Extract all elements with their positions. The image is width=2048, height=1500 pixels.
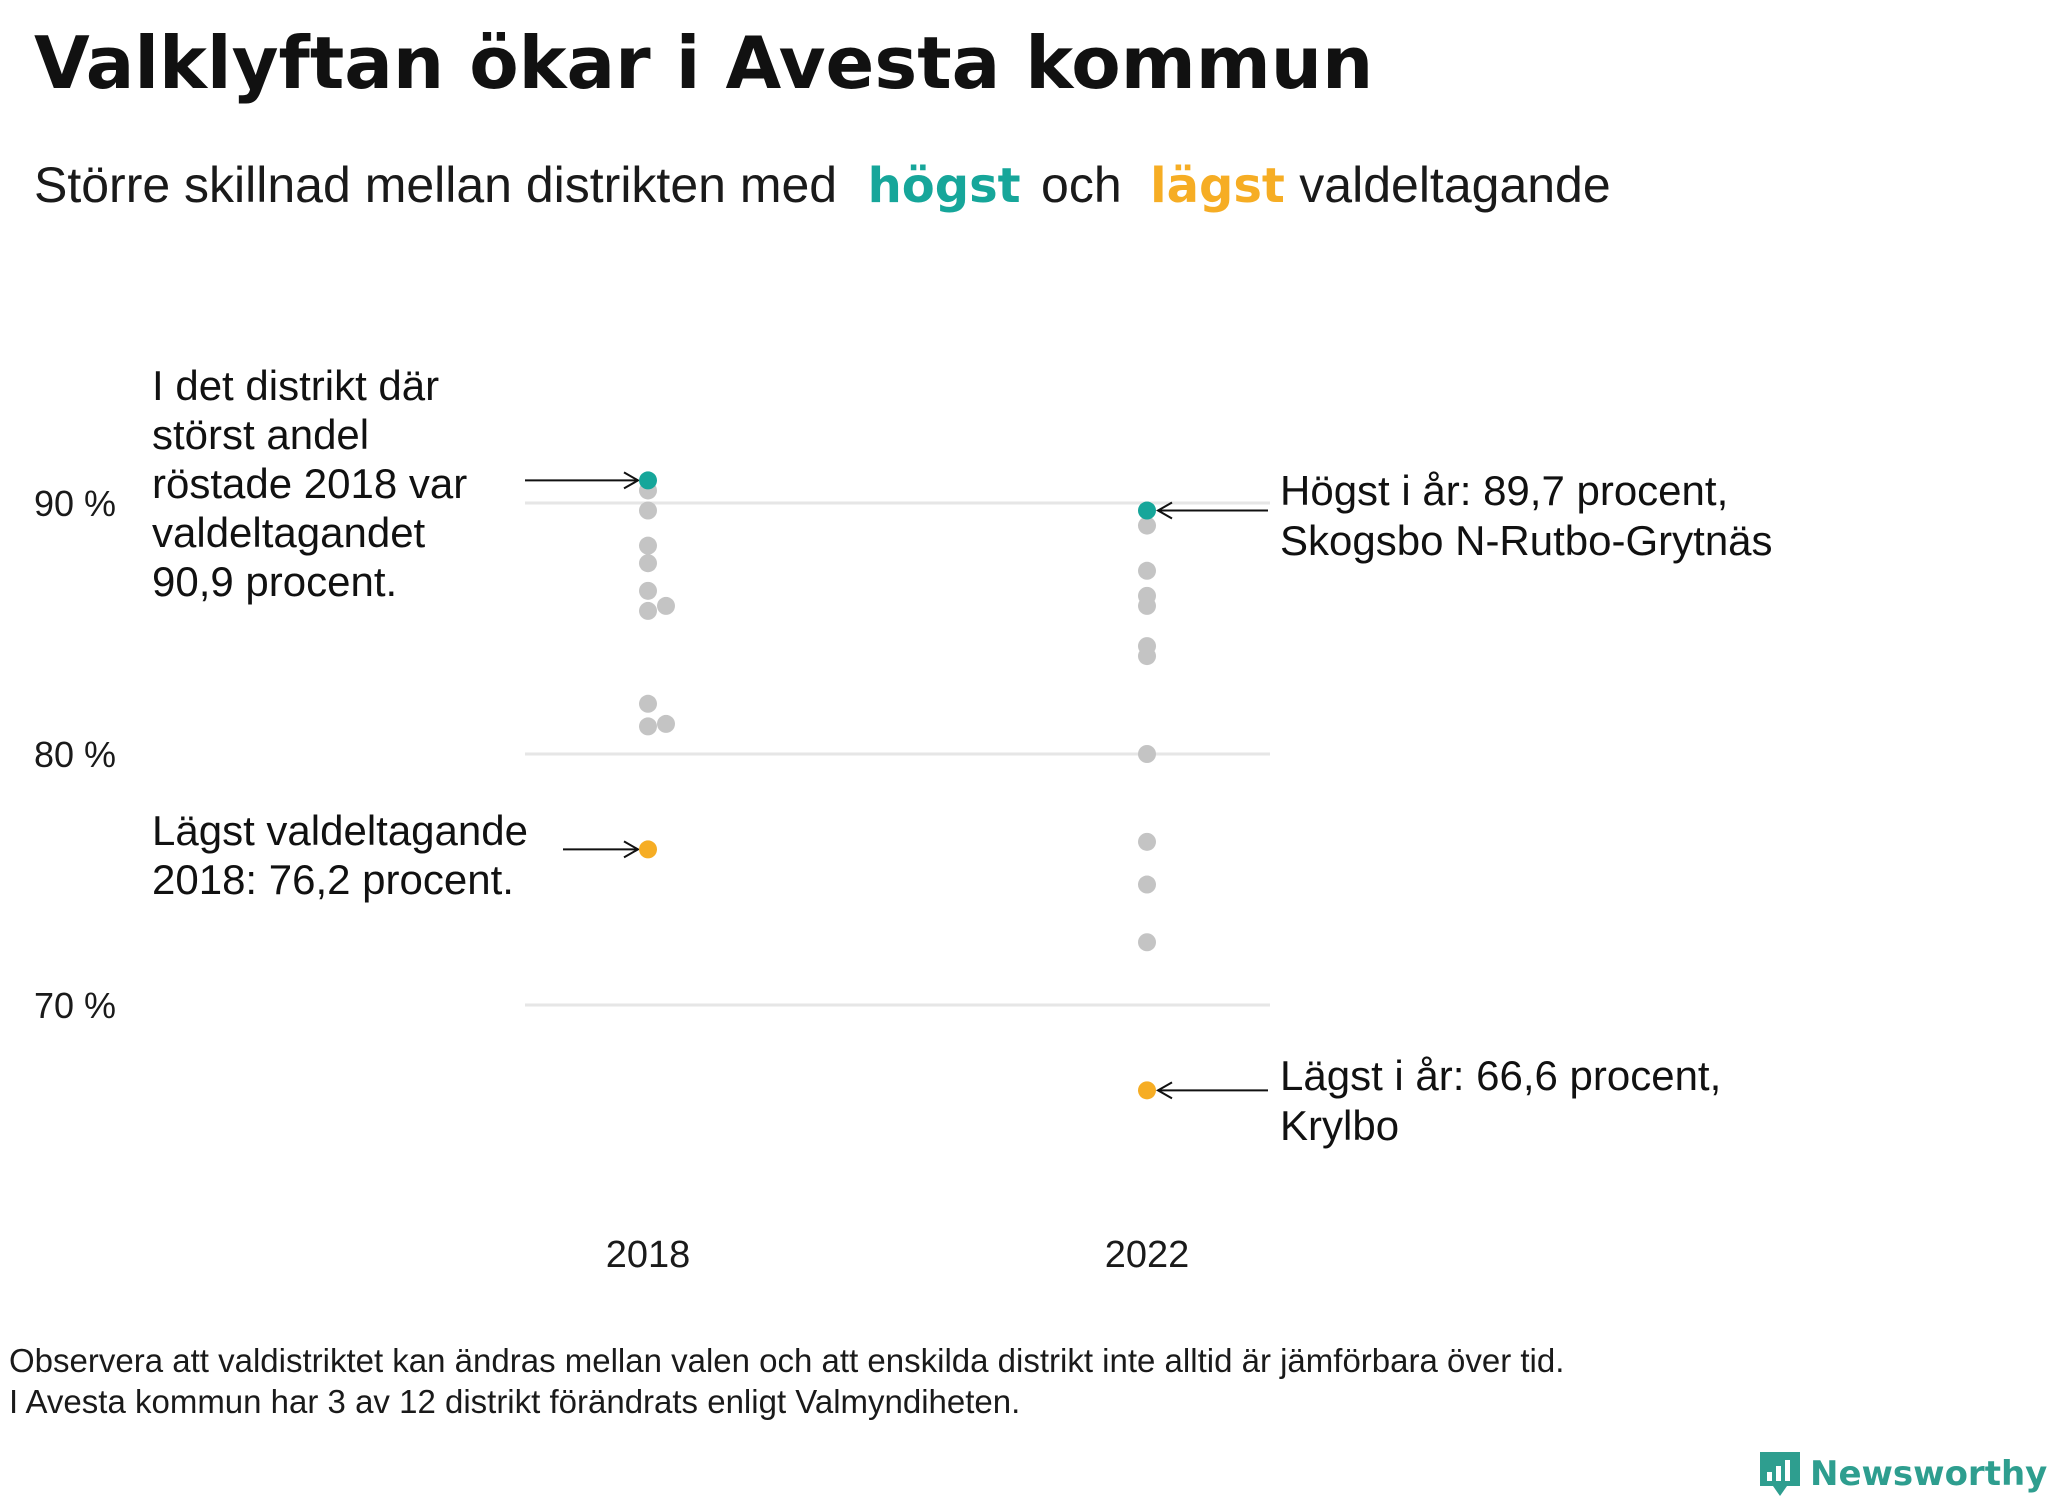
highest-point-2018-0 [639, 471, 657, 490]
newsworthy-icon [1760, 1452, 1800, 1496]
annotation-min-2022-line-1: Krylbo [1280, 1102, 1399, 1149]
newsworthy-logo: Newsworthy [1760, 1452, 2047, 1496]
point-2018-4 [639, 554, 657, 573]
arrow-max-2022-head [1155, 501, 1173, 520]
x-tick-label-2018: 2018 [606, 1234, 691, 1276]
arrow-max-2022 [1155, 501, 1268, 520]
point-2022-1 [1138, 516, 1156, 535]
annotation-max-2022-line-0: Högst i år: 89,7 procent, [1280, 467, 1728, 514]
y-tick-label-80: 80 % [34, 734, 116, 775]
point-2018-2 [639, 501, 657, 520]
subtitle-highest-word: högst [868, 158, 1021, 214]
point-2022-8 [1138, 832, 1156, 851]
point-2018-6 [639, 601, 657, 620]
annotation-min-2018-line-1: 2018: 76,2 procent. [152, 856, 514, 903]
point-2018-10 [657, 714, 675, 733]
annotations: I det distrikt där störst andel röstade 20… [152, 362, 1773, 1149]
arrow-max-2018 [525, 471, 641, 490]
arrow-min-2022-head [1155, 1081, 1173, 1100]
chart-title: Valklyftan ökar i Avesta kommun [34, 21, 1373, 105]
point-2022-10 [1138, 933, 1156, 952]
lowest-point-2022-11 [1138, 1081, 1156, 1100]
chart-subtitle: Större skillnad mellan distrikten med hö… [34, 157, 1611, 214]
annotation-arrows [525, 471, 1268, 1100]
x-axis-tick-labels: 2018 2022 [606, 1234, 1190, 1276]
point-2022-2 [1138, 561, 1156, 580]
arrow-max-2018-head [623, 471, 641, 490]
gridlines [525, 501, 1270, 1007]
annotation-min-2022: Lägst i år: 66,6 procent, Krylbo [1280, 1052, 1721, 1149]
annotation-max-2018-line-3: valdeltagandet [152, 509, 426, 556]
annotation-max-2022-line-1: Skogsbo N-Rutbo-Grytnäs [1280, 517, 1773, 564]
data-points [639, 471, 1156, 1100]
x-tick-label-2022: 2022 [1105, 1234, 1190, 1276]
subtitle-part3: valdeltagande [1299, 157, 1610, 213]
point-2022-9 [1138, 875, 1156, 894]
footnote-line-1: Observera att valdistriktet kan ändras m… [9, 1342, 1564, 1379]
annotation-max-2018-line-0: I det distrikt där [152, 362, 439, 409]
brand-name: Newsworthy [1810, 1454, 2047, 1494]
lowest-point-2018-11 [639, 840, 657, 859]
arrow-min-2018 [563, 840, 641, 859]
annotation-max-2018-line-1: störst andel [152, 411, 369, 458]
annotation-max-2018: I det distrikt där störst andel röstade 20… [152, 362, 467, 605]
highest-point-2022-0 [1138, 501, 1156, 520]
point-2022-6 [1138, 647, 1156, 666]
annotation-min-2022-line-0: Lägst i år: 66,6 procent, [1280, 1052, 1721, 1099]
subtitle-lowest-word: lägst [1150, 158, 1285, 214]
y-axis-tick-labels: 90 % 80 % 70 % [34, 483, 116, 1026]
annotation-max-2018-line-4: 90,9 procent. [152, 558, 397, 605]
subtitle-part2: och [1041, 157, 1122, 213]
y-tick-label-90: 90 % [34, 483, 116, 524]
annotation-max-2018-line-2: röstade 2018 var [152, 460, 467, 507]
annotation-min-2018-line-0: Lägst valdeltagande [152, 807, 528, 854]
point-2018-9 [639, 717, 657, 736]
point-2018-7 [657, 596, 675, 615]
point-2018-3 [639, 536, 657, 555]
point-2022-4 [1138, 596, 1156, 615]
y-tick-label-70: 70 % [34, 985, 116, 1026]
annotation-max-2022: Högst i år: 89,7 procent, Skogsbo N-Rutbo… [1280, 467, 1773, 564]
point-2018-8 [639, 694, 657, 713]
annotation-min-2018: Lägst valdeltagande 2018: 76,2 procent. [152, 807, 528, 903]
arrow-min-2018-head [623, 840, 641, 859]
point-2022-7 [1138, 745, 1156, 763]
point-2018-5 [639, 581, 657, 600]
arrow-min-2022 [1155, 1081, 1268, 1100]
footnote-line-2: I Avesta kommun har 3 av 12 distrikt för… [9, 1383, 1020, 1420]
subtitle-part1: Större skillnad mellan distrikten med [34, 157, 837, 213]
